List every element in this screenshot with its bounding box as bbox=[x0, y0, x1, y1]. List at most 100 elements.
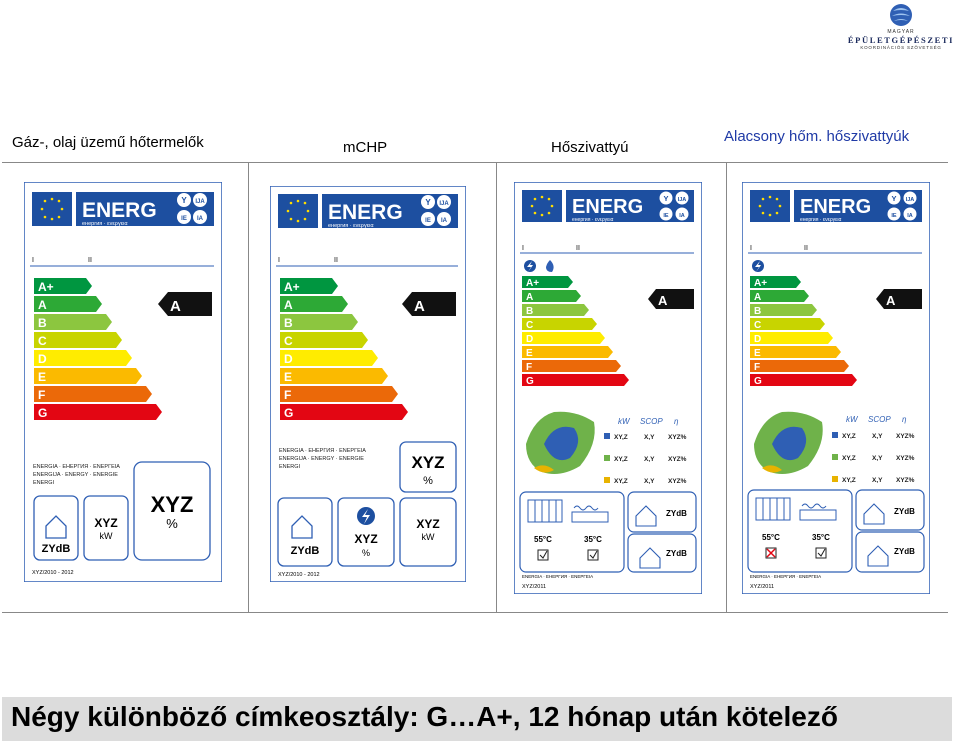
hp-cell: X,Y bbox=[644, 478, 655, 485]
label-graphic bbox=[894, 19, 908, 21]
label-graphic: XY,Z X,Y XYZ% XY,Z X,Y XYZ% XY,Z X,Y XYZ… bbox=[614, 434, 687, 485]
energia-text-3: ENERGI bbox=[33, 480, 55, 486]
floor-heating-icon bbox=[799, 503, 837, 521]
label-graphic bbox=[547, 197, 551, 201]
label-graphic bbox=[399, 497, 457, 567]
label-graphic bbox=[589, 550, 598, 559]
roman-1: I bbox=[522, 245, 524, 252]
label-graphic bbox=[772, 426, 807, 461]
hp-col-eta: η bbox=[902, 415, 907, 424]
label-graphic bbox=[778, 204, 782, 208]
label-graphic bbox=[876, 289, 922, 309]
label-graphic bbox=[750, 360, 849, 372]
label-graphic bbox=[421, 212, 435, 226]
zydb-text: ZYdB bbox=[291, 545, 320, 557]
energia-text-2: ENERGIJA · ENERGY · ENERGIE bbox=[279, 456, 364, 462]
label-graphic bbox=[57, 215, 61, 219]
label-graphic bbox=[289, 201, 293, 205]
house-sound-icon bbox=[863, 503, 885, 525]
label-graphic bbox=[761, 211, 765, 215]
hp-col-scop: SCOP bbox=[640, 417, 663, 426]
frame-divider-2 bbox=[496, 162, 497, 612]
class-label: A bbox=[526, 292, 533, 303]
zydb-text: ZYdB bbox=[894, 547, 915, 556]
energ-text: ENERG bbox=[82, 199, 157, 222]
xyz-big: XYZ bbox=[411, 453, 444, 472]
label-graphic bbox=[775, 211, 779, 215]
label-graphic bbox=[794, 190, 922, 222]
roman-2: II bbox=[576, 245, 580, 252]
label-graphic bbox=[57, 199, 61, 203]
label-graphic bbox=[437, 195, 451, 209]
hp-cell: XYZ% bbox=[668, 434, 687, 441]
label-graphic bbox=[280, 368, 388, 384]
label-graphic bbox=[83, 495, 129, 561]
temp-55: 55°C bbox=[534, 535, 552, 544]
label-graphic bbox=[540, 195, 544, 199]
energy-label-heat-pump: ENERG енергия · ενεργεια Y IJA IE IA I I… bbox=[514, 182, 702, 594]
label-graphic bbox=[280, 404, 408, 420]
hp-cell: XY,Z bbox=[614, 434, 628, 441]
label-graphic bbox=[587, 549, 599, 561]
label-graphic bbox=[34, 278, 92, 294]
logo-line2: ÉPÜLETGÉPÉSZETI bbox=[847, 35, 955, 45]
ija-ia: IA bbox=[679, 213, 685, 219]
label-graphic bbox=[34, 296, 102, 312]
label-graphic bbox=[533, 197, 537, 201]
class-label: E bbox=[38, 370, 46, 384]
radiator-icon bbox=[527, 499, 563, 523]
class-label: F bbox=[526, 362, 532, 373]
label-graphic bbox=[306, 209, 310, 213]
label-graphic bbox=[832, 432, 838, 438]
label-graphic bbox=[177, 210, 191, 224]
zydb-text: ZYdB bbox=[42, 543, 71, 555]
kw-text: kW bbox=[422, 532, 436, 542]
zydb-text: ZYdB bbox=[666, 549, 687, 558]
label-graphic bbox=[675, 207, 689, 221]
label-graphic bbox=[832, 476, 838, 482]
rating-arrow: A bbox=[414, 298, 425, 315]
label-graphic bbox=[34, 350, 132, 366]
class-label: G bbox=[38, 406, 47, 420]
label-graphic bbox=[34, 404, 162, 420]
label-graphic bbox=[758, 204, 762, 208]
label-graphic bbox=[362, 509, 370, 524]
footer-text: Négy különböző címkeosztály: G…A+, 12 hó… bbox=[11, 701, 838, 732]
footer-banner: Négy különböző címkeosztály: G…A+, 12 hó… bbox=[2, 697, 952, 741]
regulation-year: XYZ/2011 bbox=[750, 584, 774, 590]
class-label: B bbox=[754, 306, 761, 317]
label-graphic bbox=[33, 495, 79, 561]
zydb-text: ZYdB bbox=[666, 509, 687, 518]
ija-ija: IJA bbox=[678, 197, 687, 203]
label-graphic bbox=[675, 191, 689, 205]
label-graphic bbox=[817, 548, 826, 557]
class-label: G bbox=[526, 376, 534, 387]
class-label: A bbox=[284, 298, 293, 312]
label-graphic bbox=[761, 197, 765, 201]
label-graphic bbox=[750, 374, 857, 386]
logo-line3: KOORDINÁCIÓS SZÖVETSÉG bbox=[860, 45, 942, 50]
energy-label-mchp: ENERG енергия · ενεργεια Y IJA IE IA I I… bbox=[270, 186, 466, 582]
energ-text: ENERG bbox=[572, 196, 643, 218]
label-graphic bbox=[765, 547, 777, 559]
class-label: D bbox=[526, 334, 533, 345]
temp-35: 35°C bbox=[584, 535, 602, 544]
temp-35: 35°C bbox=[812, 533, 830, 542]
label-graphic bbox=[547, 211, 551, 215]
label-graphic bbox=[322, 194, 458, 228]
regulation-year: XYZ/2010 - 2012 bbox=[32, 570, 74, 576]
label-graphic bbox=[296, 219, 300, 223]
hp-cell: X,Y bbox=[644, 434, 655, 441]
label-graphic bbox=[750, 276, 801, 288]
label-graphic bbox=[522, 374, 629, 386]
label-graphic bbox=[522, 290, 581, 302]
label-graphic bbox=[604, 433, 610, 439]
ija-y: Y bbox=[181, 196, 187, 205]
label-graphic bbox=[887, 207, 901, 221]
label-graphic bbox=[534, 465, 554, 473]
rating-arrow: A bbox=[170, 298, 181, 315]
ija-ija: IJA bbox=[439, 201, 449, 207]
label-graphic: A+ A B C D E F G bbox=[526, 278, 539, 387]
eu-flag-icon bbox=[32, 192, 72, 226]
label-graphic bbox=[750, 304, 817, 316]
